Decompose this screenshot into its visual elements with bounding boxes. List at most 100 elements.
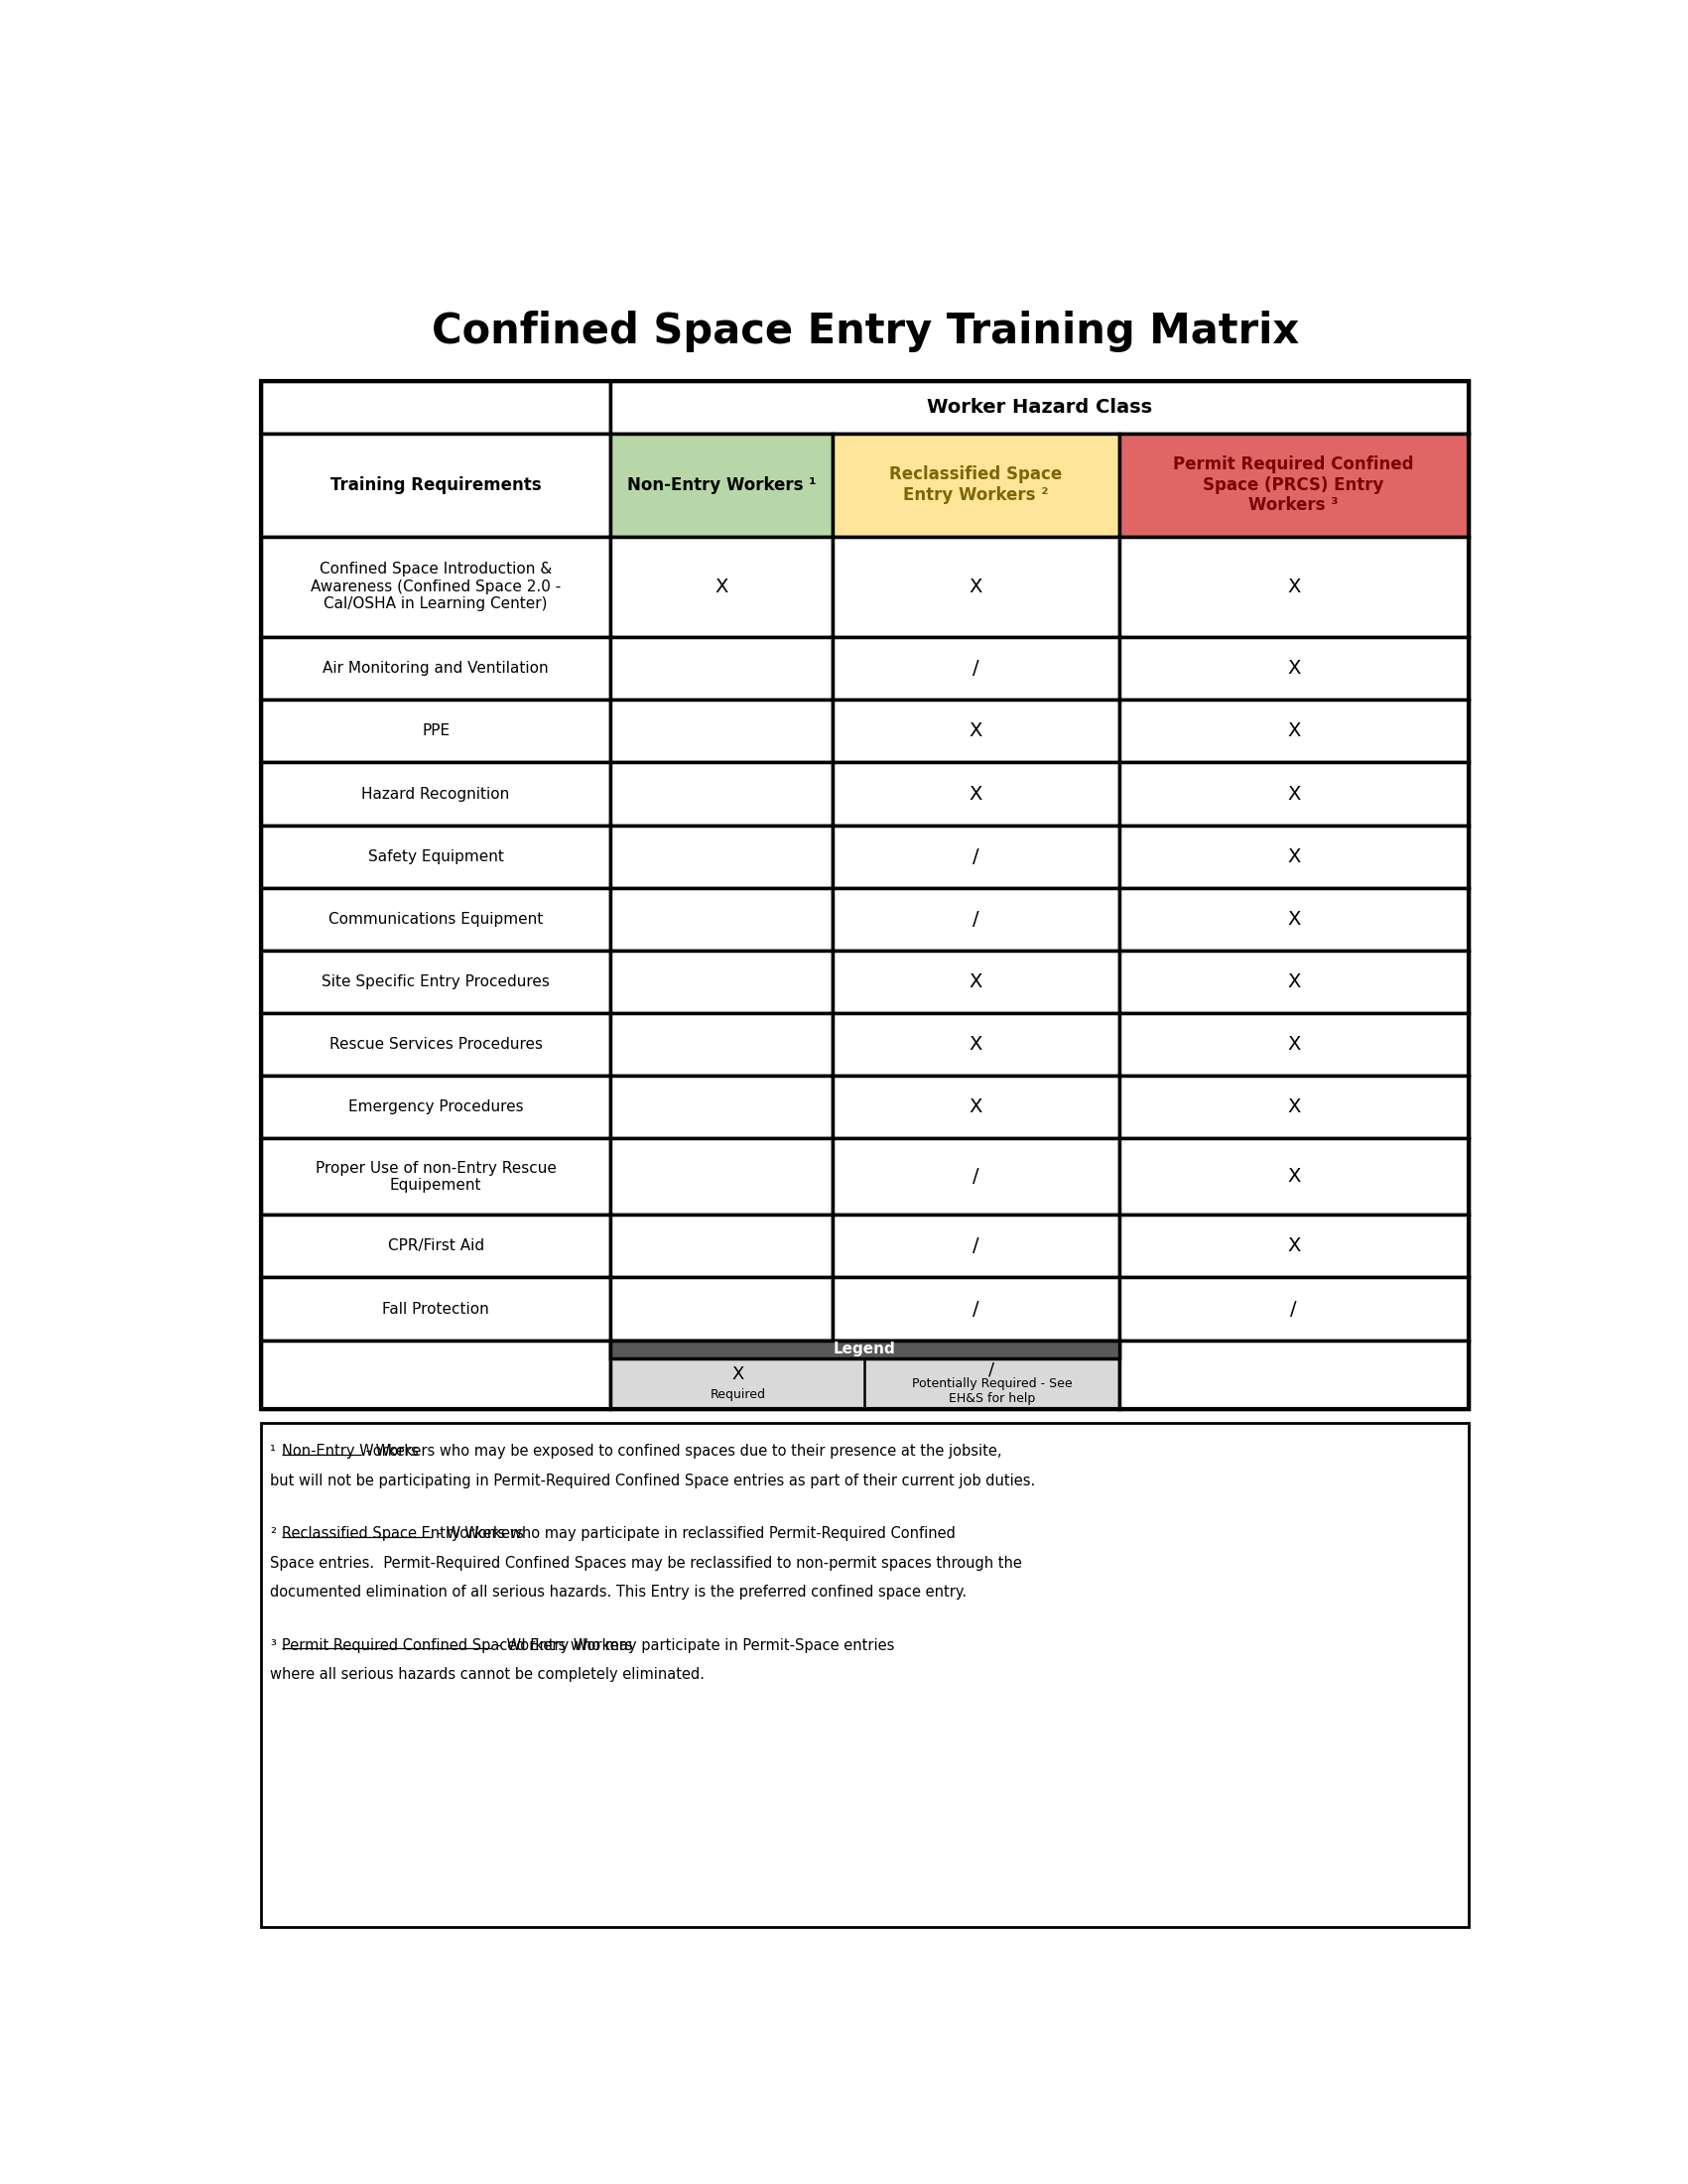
- Text: X: X: [969, 577, 982, 596]
- Text: - Workers who may be exposed to confined spaces due to their presence at the job: - Workers who may be exposed to confined…: [361, 1444, 1003, 1459]
- Bar: [611, 826, 832, 889]
- Bar: [832, 699, 1119, 762]
- Text: where all serious hazards cannot be completely eliminated.: where all serious hazards cannot be comp…: [270, 1666, 706, 1682]
- Text: X: X: [969, 1035, 982, 1055]
- Bar: [1119, 826, 1469, 889]
- Bar: [262, 1341, 611, 1409]
- Bar: [262, 699, 611, 762]
- Text: Fall Protection: Fall Protection: [381, 1302, 490, 1317]
- Text: ¹: ¹: [270, 1444, 277, 1459]
- Text: X: X: [1286, 911, 1300, 928]
- Text: Reclassified Space Entry Workers: Reclassified Space Entry Workers: [282, 1527, 523, 1542]
- Bar: [1119, 889, 1469, 950]
- Bar: [832, 1214, 1119, 1278]
- Bar: [832, 638, 1119, 699]
- Text: Legend: Legend: [834, 1341, 896, 1356]
- Text: X: X: [969, 1099, 982, 1116]
- Text: Communications Equipment: Communications Equipment: [329, 911, 544, 926]
- Text: Required: Required: [711, 1389, 765, 1402]
- Text: Rescue Services Procedures: Rescue Services Procedures: [329, 1037, 542, 1053]
- Bar: [611, 699, 832, 762]
- Bar: [262, 1278, 611, 1341]
- Text: Non-Entry Workers ¹: Non-Entry Workers ¹: [628, 476, 817, 494]
- Bar: [262, 889, 611, 950]
- Bar: [832, 1077, 1119, 1138]
- Bar: [832, 1278, 1119, 1341]
- Bar: [262, 1013, 611, 1077]
- Text: /: /: [972, 1299, 979, 1319]
- Bar: [1119, 699, 1469, 762]
- Text: - Workers who may participate in reclassified Permit-Required Confined: - Workers who may participate in reclass…: [432, 1527, 955, 1542]
- Text: Non-Entry Workers: Non-Entry Workers: [282, 1444, 419, 1459]
- Bar: [262, 1138, 611, 1214]
- Text: ³: ³: [270, 1638, 277, 1653]
- Bar: [262, 382, 1469, 1409]
- Text: X: X: [731, 1365, 744, 1382]
- Bar: [1119, 762, 1469, 826]
- Text: X: X: [969, 972, 982, 992]
- Text: documented elimination of all serious hazards. This Entry is the preferred confi: documented elimination of all serious ha…: [270, 1586, 967, 1599]
- Text: X: X: [1286, 847, 1300, 865]
- Bar: [611, 950, 832, 1013]
- Bar: [611, 889, 832, 950]
- Text: X: X: [716, 577, 728, 596]
- Text: X: X: [1286, 1099, 1300, 1116]
- Bar: [611, 1077, 832, 1138]
- Bar: [1119, 950, 1469, 1013]
- Bar: [832, 1013, 1119, 1077]
- Text: X: X: [969, 784, 982, 804]
- Bar: [262, 382, 611, 432]
- Text: /: /: [972, 911, 979, 928]
- Text: CPR/First Aid: CPR/First Aid: [388, 1238, 484, 1254]
- Bar: [262, 638, 611, 699]
- Text: Hazard Recognition: Hazard Recognition: [361, 786, 510, 802]
- Text: X: X: [1286, 784, 1300, 804]
- Text: Permit Required Confined
Space (PRCS) Entry
Workers ³: Permit Required Confined Space (PRCS) En…: [1173, 454, 1415, 515]
- Text: Permit Required Confined Spaced Entry Workers: Permit Required Confined Spaced Entry Wo…: [282, 1638, 633, 1653]
- Text: X: X: [1286, 577, 1300, 596]
- Bar: [1119, 1278, 1469, 1341]
- Bar: [611, 1013, 832, 1077]
- Bar: [1119, 537, 1469, 638]
- Text: /: /: [972, 1236, 979, 1256]
- Bar: [262, 1214, 611, 1278]
- Bar: [611, 638, 832, 699]
- Text: Proper Use of non-Entry Rescue
Equipement: Proper Use of non-Entry Rescue Equipemen…: [316, 1160, 557, 1192]
- Bar: [832, 889, 1119, 950]
- Bar: [1119, 1138, 1469, 1214]
- Text: X: X: [1286, 721, 1300, 740]
- Text: Space entries.  Permit-Required Confined Spaces may be reclassified to non-permi: Space entries. Permit-Required Confined …: [270, 1555, 1023, 1570]
- Bar: [611, 382, 1469, 432]
- Text: Emergency Procedures: Emergency Procedures: [348, 1101, 523, 1114]
- Text: /: /: [972, 1166, 979, 1186]
- Bar: [262, 432, 611, 537]
- Bar: [262, 1422, 1469, 1926]
- Bar: [262, 950, 611, 1013]
- Bar: [611, 1341, 1119, 1409]
- Bar: [1119, 432, 1469, 537]
- Text: PPE: PPE: [422, 723, 449, 738]
- Bar: [832, 762, 1119, 826]
- Text: X: X: [1286, 1035, 1300, 1055]
- Text: /: /: [989, 1361, 994, 1378]
- Bar: [611, 762, 832, 826]
- Bar: [611, 432, 832, 537]
- Text: Confined Space Entry Training Matrix: Confined Space Entry Training Matrix: [432, 310, 1298, 352]
- Text: Worker Hazard Class: Worker Hazard Class: [927, 397, 1153, 417]
- Text: X: X: [1286, 972, 1300, 992]
- Bar: [611, 537, 832, 638]
- Text: X: X: [1286, 660, 1300, 677]
- Bar: [611, 1214, 832, 1278]
- Bar: [262, 537, 611, 638]
- Bar: [1119, 1341, 1469, 1409]
- Text: /: /: [972, 660, 979, 677]
- Text: Training Requirements: Training Requirements: [331, 476, 542, 494]
- Bar: [262, 826, 611, 889]
- Bar: [611, 1278, 832, 1341]
- Bar: [611, 1138, 832, 1214]
- Bar: [832, 432, 1119, 537]
- Bar: [832, 950, 1119, 1013]
- Text: X: X: [969, 721, 982, 740]
- Bar: [262, 762, 611, 826]
- Text: Confined Space Introduction &
Awareness (Confined Space 2.0 -
Cal/OSHA in Learni: Confined Space Introduction & Awareness …: [311, 561, 560, 612]
